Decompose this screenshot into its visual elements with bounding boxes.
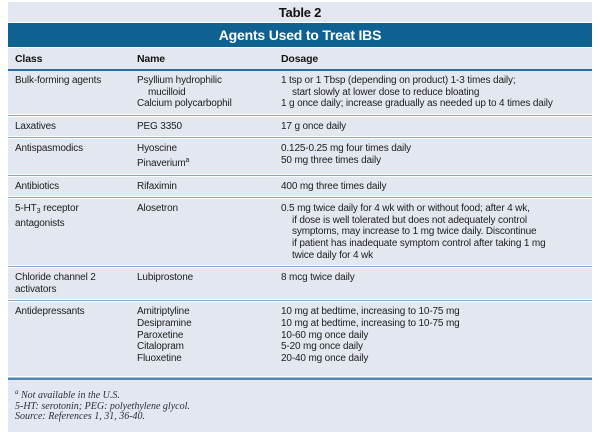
text-line: 0.5 mg twice daily for 4 wk with or with…: [281, 203, 530, 215]
text-line: Paroxetine: [137, 329, 184, 341]
column-header-class: Class: [15, 53, 43, 65]
cell-class: 5-HT3 receptor antagonists: [15, 199, 137, 265]
cell-dosage: 1 tsp or 1 Tbsp (depending on product) 1…: [281, 71, 588, 114]
table-label-band: Table 2: [8, 2, 592, 22]
text-line: Alosetron: [137, 203, 178, 215]
cell-dosage: 0.125-0.25 mg four times daily 50 mg thre…: [281, 139, 588, 173]
text-line: Bulk-forming agents: [15, 75, 102, 86]
cell-dosage: 10 mg at bedtime, increasing to 10-75 mg…: [281, 302, 588, 376]
text-line: 5-20 mg once daily: [281, 341, 363, 353]
table-title: Agents Used to Treat IBS: [218, 27, 382, 43]
cell-name: Amitriptyline Desipramine Paroxetine Citalo…: [137, 302, 281, 376]
row-divider: [8, 265, 592, 269]
table-row: Chloride channel 2 activators Lubiprostone…: [8, 268, 592, 300]
text-line: twice daily for 4 wk: [292, 249, 373, 261]
text-line: Antidepressants: [15, 306, 85, 318]
row-divider: [8, 136, 592, 140]
table-2-container: Table 2 Agents Used to Treat IBS Class N…: [8, 2, 592, 432]
cell-dosage: 400 mg three times daily: [281, 177, 588, 197]
text-line: 1 g once daily; increase gradually as ne…: [281, 98, 553, 110]
cell-dosage: 8 mcg twice daily: [281, 268, 588, 299]
text-line: Rifaximin: [137, 180, 177, 192]
text-line: Psyllium hydrophilic: [137, 75, 222, 86]
text-line: activators: [15, 283, 57, 295]
row-divider: [8, 299, 592, 303]
text-line: Laxatives: [15, 120, 56, 132]
text-line: Fluoxetine: [137, 352, 182, 364]
text-line: if dose is well tolerated but does not a…: [292, 214, 527, 226]
cell-name: Alosetron: [137, 199, 281, 265]
table-label: Table 2: [278, 4, 322, 20]
text-line: 1 tsp or 1 Tbsp (depending on product) 1…: [281, 75, 516, 86]
footer-divider: [8, 377, 592, 381]
row-divider: [8, 113, 592, 117]
table-header-row: Class Name Dosage: [8, 48, 592, 71]
text-line: Calcium polycarbophil: [137, 98, 232, 110]
text-line: PEG 3350: [137, 120, 182, 132]
text-line: 400 mg three times daily: [281, 180, 387, 192]
text-line: Chloride channel 2: [15, 272, 96, 284]
text-line: 10-60 mg once daily: [281, 329, 369, 341]
table-row: 5-HT3 receptor antagonists Alosetron 0.5 mg…: [8, 199, 592, 266]
text-line: symptoms, may increase to 1 mg twice dai…: [292, 226, 537, 238]
text-line: antagonists: [15, 217, 65, 229]
text-line: Hyoscine: [137, 143, 177, 155]
text-line: Antispasmodics: [15, 143, 83, 155]
text-line: 8 mcg twice daily: [281, 272, 355, 284]
footnote: Source: References 1, 31, 36-40.: [15, 411, 146, 423]
cell-class: Laxatives: [15, 117, 137, 137]
cell-name: Lubiprostone: [137, 268, 281, 299]
text-line: Pinaveriuma: [137, 156, 190, 169]
table-footnotes: a Not available in the U.S. 5-HT: seroton…: [8, 380, 592, 432]
column-header-dosage: Dosage: [281, 53, 319, 65]
cell-class: Chloride channel 2 activators: [15, 268, 137, 299]
text-line: Citalopram: [137, 341, 184, 353]
text-line: mucilloid: [148, 86, 186, 98]
table-row: Bulk-forming agents Psyllium hydrophilic m…: [8, 71, 592, 114]
text-line: 50 mg three times daily: [281, 154, 381, 166]
text-line: Amitriptyline: [137, 306, 190, 318]
text-line: if patient has inadequate symptom contro…: [292, 237, 546, 249]
footnote: 5-HT: serotonin; PEG: polyethylene glyco…: [15, 400, 190, 412]
text-line: 20-40 mg once daily: [281, 352, 369, 364]
text-line: 10 mg at bedtime, increasing to 10-75 mg: [281, 306, 460, 318]
cell-name: PEG 3350: [137, 117, 281, 137]
table-body: Bulk-forming agents Psyllium hydrophilic m…: [8, 71, 592, 377]
cell-name: Psyllium hydrophilic mucilloid Calcium pol…: [137, 71, 281, 114]
cell-class: Antibiotics: [15, 177, 137, 197]
table-row: Antibiotics Rifaximin 400 mg three times d…: [8, 176, 592, 197]
column-header-name: Name: [137, 53, 165, 65]
text-line: 10 mg at bedtime, increasing to 10-75 mg: [281, 317, 460, 329]
text-line: start slowly at lower dose to reduce blo…: [292, 86, 480, 98]
text-line: 17 g once daily: [281, 120, 347, 132]
cell-class: Bulk-forming agents: [15, 71, 137, 114]
cell-name: Hyoscine Pinaveriuma: [137, 139, 281, 173]
text-line: Antibiotics: [15, 180, 59, 192]
text-line: 5-HT3 receptor: [15, 203, 79, 216]
cell-dosage: 17 g once daily: [281, 117, 588, 137]
text-line: Desipramine: [137, 317, 192, 329]
table-row: Laxatives PEG 3350 17 g once daily: [8, 116, 592, 137]
cell-class: Antispasmodics: [15, 139, 137, 173]
row-divider: [8, 196, 592, 200]
cell-name: Rifaximin: [137, 177, 281, 197]
row-divider: [8, 173, 592, 177]
table-row: Antispasmodics Hyoscine Pinaveriuma 0.125-0…: [8, 139, 592, 174]
table-title-bar: Agents Used to Treat IBS: [8, 23, 592, 47]
table-row: Antidepressants Amitriptyline Desipramine P…: [8, 302, 592, 377]
text-line: Lubiprostone: [137, 272, 194, 284]
cell-class: Antidepressants: [15, 302, 137, 376]
text-line: 0.125-0.25 mg four times daily: [281, 143, 412, 155]
cell-dosage: 0.5 mg twice daily for 4 wk with or with…: [281, 199, 588, 265]
footnote: a Not available in the U.S.: [15, 388, 120, 402]
